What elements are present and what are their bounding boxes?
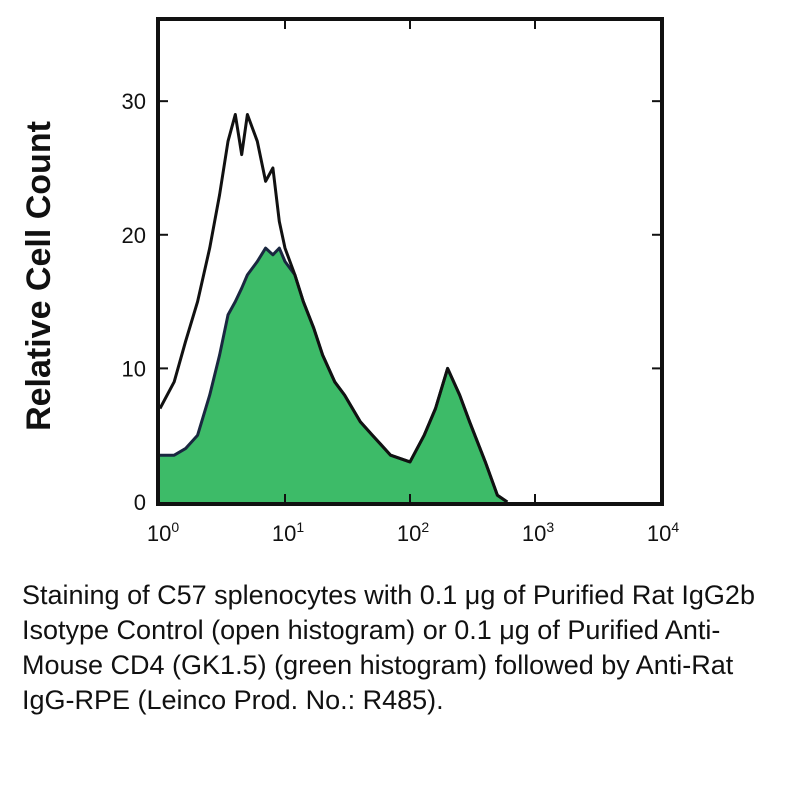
x-tick-label: 101 xyxy=(272,519,304,546)
x-tick-label: 103 xyxy=(522,519,554,546)
histogram-chart: Relative Cell Count 100 101 102 103 104 0 10 20… xyxy=(20,17,680,546)
ticks-layer xyxy=(158,19,662,504)
y-tick-label: 10 xyxy=(122,356,146,381)
x-tick-label: 104 xyxy=(647,519,679,546)
open-histogram-line xyxy=(158,113,509,504)
y-tick-label: 20 xyxy=(122,223,146,248)
x-tick-label: 100 xyxy=(147,519,179,546)
filled-histogram-area xyxy=(160,248,508,502)
x-tick-label: 102 xyxy=(397,519,429,546)
series-layer xyxy=(158,113,509,504)
y-tick-label: 30 xyxy=(122,89,146,114)
y-tick-label: 0 xyxy=(134,490,146,515)
y-axis-label: Relative Cell Count xyxy=(20,121,58,431)
tick-labels: 100 101 102 103 104 0 10 20 30 xyxy=(122,89,680,546)
figure-caption: Staining of C57 splenocytes with 0.1 μg … xyxy=(22,580,755,715)
